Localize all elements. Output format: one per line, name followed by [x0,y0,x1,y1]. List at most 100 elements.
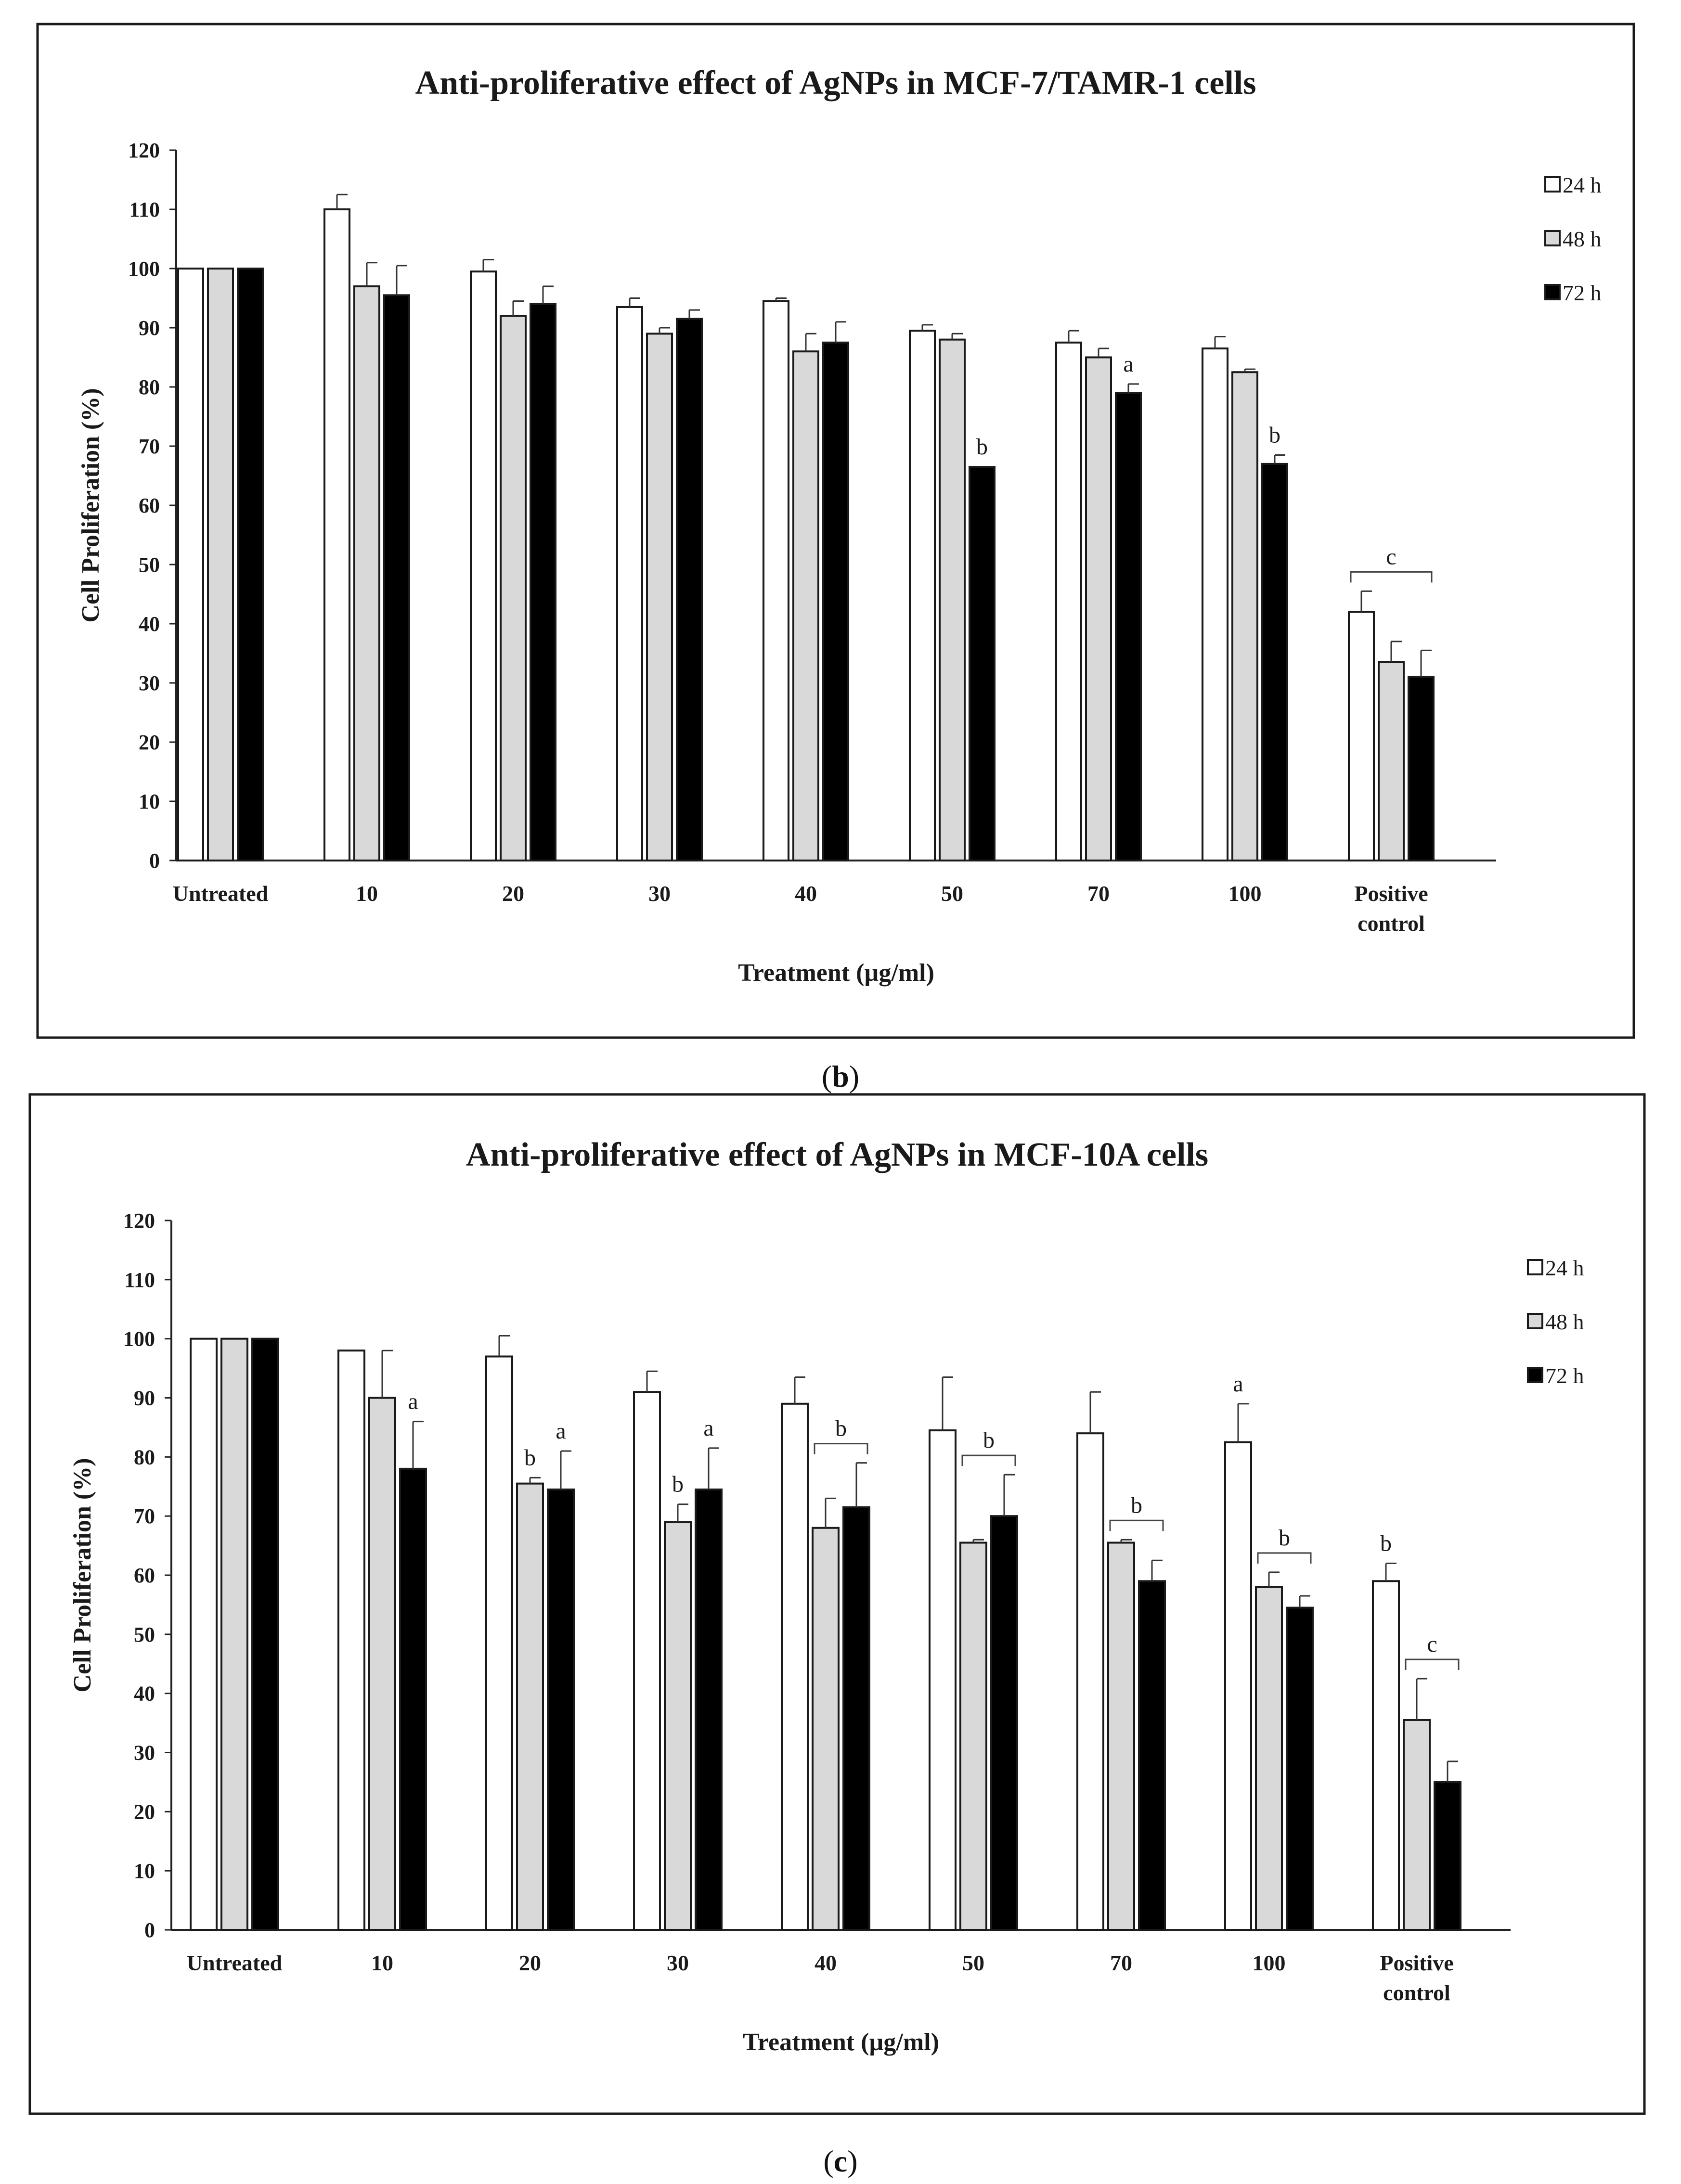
significance-bracket [1257,1552,1312,1564]
significance-label: b [983,1427,995,1453]
significance-label: a [703,1415,713,1441]
bar [822,341,849,861]
bar [1255,1586,1283,1931]
significance-label: c [1386,544,1396,569]
x-tick-label: 70 [1087,881,1110,906]
legend-swatch [1544,284,1561,300]
bar [1085,356,1112,861]
bar [251,1337,279,1931]
x-axis-title: Treatment (µg/ml) [743,2029,939,2056]
bar [1107,1542,1135,1931]
bar [547,1488,575,1931]
bar [646,333,673,861]
bar [616,306,643,862]
x-tick-label: 20 [519,1951,541,1975]
x-tick-label: 40 [795,881,817,906]
y-tick-label: 70 [139,435,160,458]
significance-label: b [1269,422,1280,448]
x-tick-label: Untreated [173,881,269,906]
chart-panel-b: Anti-proliferative effect of AgNPs in MC… [36,23,1635,1039]
x-tick-label: 10 [371,1951,393,1975]
significance-bracket [1350,571,1433,583]
legend-swatch [1527,1313,1543,1329]
legend-label: 72 h [1545,1363,1584,1388]
y-tick-label: 100 [123,1327,155,1351]
x-tick-label: 100 [1253,1951,1286,1975]
y-axis-title: Cell Proliferation (%) [77,388,104,622]
bar [763,300,789,861]
bar [969,466,996,861]
bar [1372,1580,1400,1931]
y-tick-label: 60 [134,1564,155,1587]
x-tick-label: 100 [1228,881,1262,906]
bar [368,1397,396,1931]
y-tick-label: 0 [149,849,160,873]
legend-label: 48 h [1563,227,1602,251]
y-tick-label: 40 [134,1682,155,1706]
bar [1286,1606,1314,1931]
y-tick-label: 90 [134,1387,155,1410]
y-tick-label: 30 [134,1741,155,1765]
y-tick-label: 80 [134,1445,155,1469]
bar [792,350,819,862]
y-tick-label: 50 [139,553,160,577]
significance-label: b [835,1416,847,1441]
bar [485,1355,513,1931]
chart-title: Anti-proliferative effect of AgNPs in MC… [466,1136,1208,1173]
bar [383,294,410,861]
bar [990,1515,1018,1931]
significance-label: a [1233,1371,1243,1397]
bar [399,1467,427,1931]
bar [220,1337,248,1931]
significance-bracket [1405,1658,1460,1670]
y-tick-label: 10 [139,790,160,813]
bar [1348,611,1375,861]
x-tick-label: 50 [962,1951,984,1975]
x-tick-label: Untreated [187,1951,283,1975]
x-tick-label: Positive control [1354,881,1428,936]
legend-swatch [1527,1367,1543,1383]
y-tick-label: 0 [144,1918,155,1942]
significance-label: a [556,1418,566,1444]
legend-label: 48 h [1545,1310,1584,1334]
legend-label: 24 h [1545,1256,1584,1280]
bar [1434,1781,1461,1931]
x-tick-label: Positive control [1380,1951,1453,2005]
significance-label: b [1380,1530,1392,1556]
panel-caption-c: (c) [823,2144,857,2178]
significance-label: b [524,1445,536,1470]
bar [516,1482,544,1931]
y-tick-label: 70 [134,1504,155,1528]
chart-panel-c: Anti-proliferative effect of AgNPs in MC… [28,1093,1646,2115]
y-tick-label: 90 [139,316,160,340]
bar [353,285,380,861]
bar [695,1488,723,1931]
legend-label: 72 h [1563,281,1602,305]
x-tick-label: 40 [815,1951,837,1975]
bar [500,315,527,861]
bar [1408,676,1435,861]
bar [1231,371,1258,861]
x-axis-title: Treatment (µg/ml) [738,959,934,987]
bar [633,1391,661,1931]
bar [842,1506,870,1931]
legend-swatch [1544,176,1561,193]
y-tick-label: 110 [129,198,160,221]
bar [812,1527,840,1931]
bar [676,318,703,861]
x-tick-label: 10 [356,881,378,906]
bar [237,268,264,861]
significance-bracket [1109,1519,1164,1531]
bar [959,1542,987,1931]
bar [1202,347,1228,861]
significance-label: b [976,434,988,460]
bar [337,1349,365,1931]
significance-label: c [1427,1632,1437,1657]
chart-title: Anti-proliferative effect of AgNPs in MC… [415,64,1256,102]
x-tick-label: 70 [1110,1951,1132,1975]
x-tick-label: 50 [941,881,963,906]
y-tick-label: 40 [139,612,160,636]
bar [323,208,350,861]
bar [781,1402,809,1931]
